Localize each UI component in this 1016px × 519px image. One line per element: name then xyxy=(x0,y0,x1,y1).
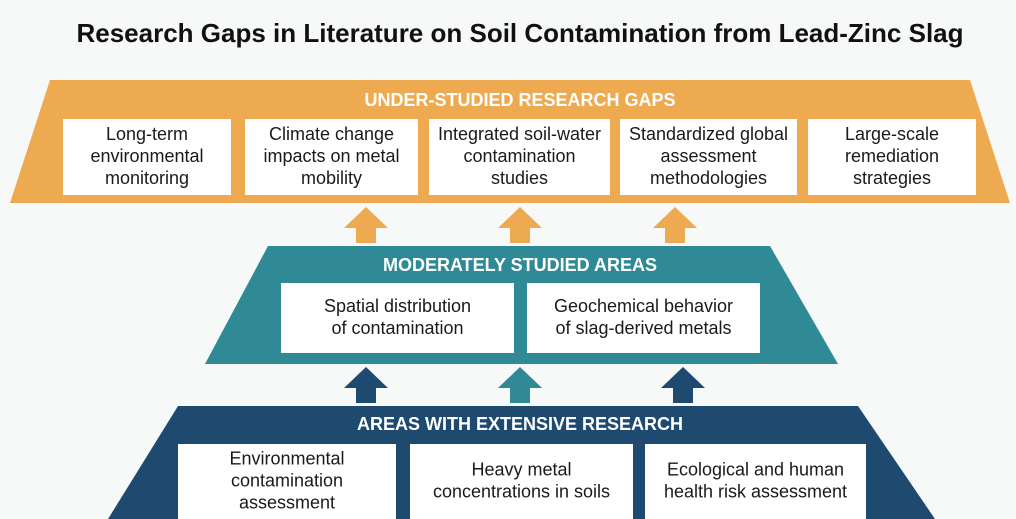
box-label: of contamination xyxy=(331,318,463,338)
tier-heading: MODERATELY STUDIED AREAS xyxy=(383,255,657,275)
box-label: health risk assessment xyxy=(664,481,847,501)
box xyxy=(245,119,418,195)
box-label: Ecological and human xyxy=(667,459,844,479)
box-label: concentrations in soils xyxy=(433,481,610,501)
box-label: of slag-derived metals xyxy=(555,318,731,338)
box xyxy=(63,119,231,195)
box-label: remediation xyxy=(845,146,939,166)
box xyxy=(620,119,797,195)
box-label: assessment xyxy=(660,146,756,166)
box-label: monitoring xyxy=(105,168,189,188)
arrows-lower xyxy=(344,367,705,403)
box-label: environmental xyxy=(90,146,203,166)
box xyxy=(645,444,866,519)
box-label: mobility xyxy=(301,168,362,188)
title: Research Gaps in Literature on Soil Cont… xyxy=(76,18,963,48)
tier-heading: UNDER-STUDIED RESEARCH GAPS xyxy=(364,90,675,110)
box-label: strategies xyxy=(853,168,931,188)
box xyxy=(429,119,610,195)
box-label: contamination xyxy=(231,470,343,490)
box xyxy=(410,444,633,519)
box-label: Integrated soil-water xyxy=(438,124,601,144)
box xyxy=(808,119,976,195)
box-label: Environmental xyxy=(229,448,344,468)
box-label: Spatial distribution xyxy=(324,296,471,316)
box-label: Long-term xyxy=(106,124,188,144)
box-label: impacts on metal xyxy=(263,146,399,166)
box xyxy=(178,444,396,519)
box-label: assessment xyxy=(239,492,335,512)
box-label: Standardized global xyxy=(629,124,788,144)
box-label: Heavy metal xyxy=(471,459,571,479)
tier-heading: AREAS WITH EXTENSIVE RESEARCH xyxy=(357,414,683,434)
arrows-upper xyxy=(344,207,697,243)
box-label: studies xyxy=(491,168,548,188)
box xyxy=(527,283,760,353)
box-label: Climate change xyxy=(269,124,394,144)
box-label: Large-scale xyxy=(845,124,939,144)
box-label: methodologies xyxy=(650,168,767,188)
box-label: contamination xyxy=(463,146,575,166)
box-label: Geochemical behavior xyxy=(554,296,733,316)
box xyxy=(281,283,514,353)
